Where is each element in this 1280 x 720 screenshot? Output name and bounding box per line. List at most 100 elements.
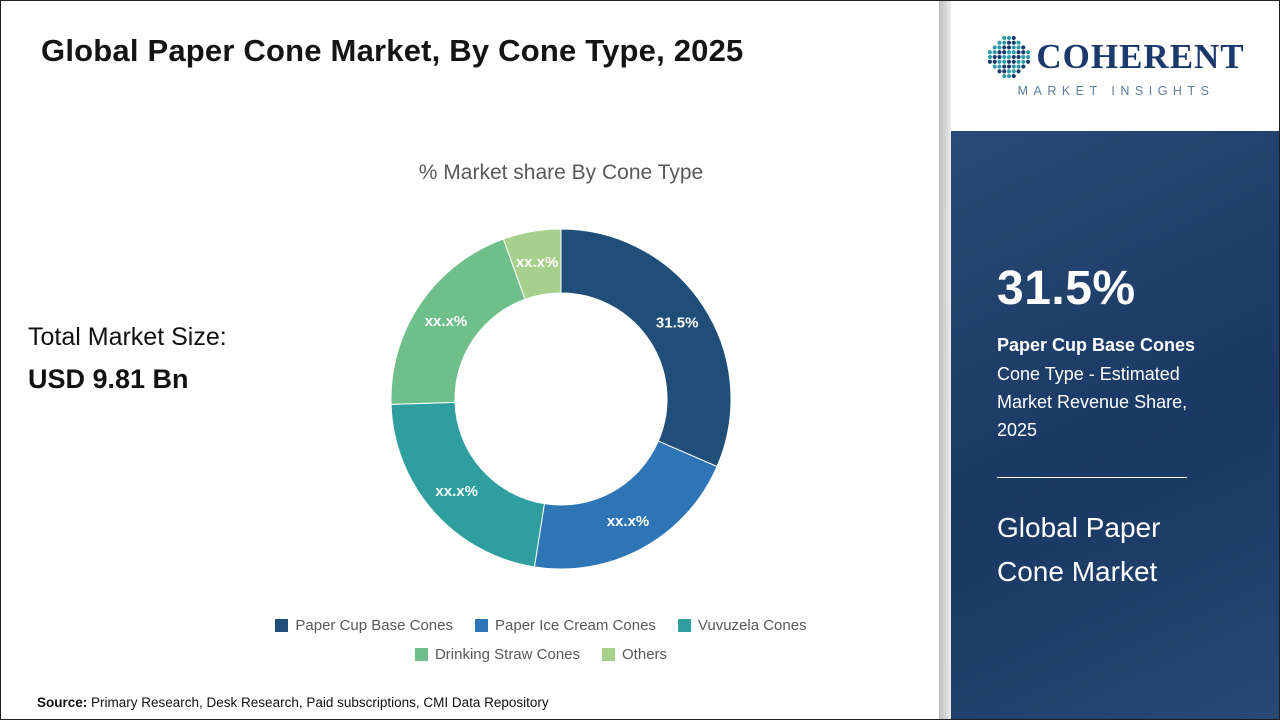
globe-dot	[1012, 54, 1017, 59]
globe-dot	[992, 49, 998, 54]
globe-dot	[1016, 59, 1021, 64]
globe-dot	[988, 49, 993, 54]
globe-dot	[1007, 59, 1012, 64]
legend-swatch	[602, 648, 616, 661]
globe-dot	[1007, 44, 1012, 50]
legend-item: Drinking Straw Cones	[414, 646, 580, 663]
globe-dot	[1021, 63, 1026, 69]
divider-strip	[939, 1, 951, 719]
slice-label: xx.x%	[425, 313, 468, 330]
legend-label: Others	[622, 646, 668, 663]
globe-dot	[1026, 59, 1031, 64]
slice-label: 31.5%	[656, 315, 699, 332]
globe-dot	[1007, 49, 1012, 54]
chart-legend: Paper Cup Base Cones Paper Ice Cream Cone…	[251, 617, 831, 663]
globe-dot	[1002, 63, 1007, 69]
globe-dot	[1002, 73, 1007, 78]
globe-dot	[1021, 49, 1026, 54]
globe-dot	[1026, 54, 1031, 59]
total-market-size-value: USD 9.81 Bn	[28, 364, 189, 394]
logo-tagline: MARKET INSIGHTS	[1017, 83, 1215, 98]
source-note: Source: Primary Research, Desk Research,…	[37, 695, 549, 710]
sidebar-divider	[997, 476, 1187, 478]
globe-dot	[997, 40, 1002, 45]
donut-slice	[533, 440, 718, 570]
globe-dot	[992, 59, 998, 64]
globe-dot	[1021, 44, 1026, 50]
legend-item: Vuvuzela Cones	[677, 617, 807, 634]
globe-dot	[1016, 54, 1021, 59]
total-market-size: Total Market Size: USD 9.81 Bn	[28, 323, 227, 395]
globe-dot	[1012, 40, 1017, 45]
globe-dot	[997, 44, 1002, 50]
globe-dot	[988, 54, 993, 59]
sidebar-content: 31.5% Paper Cup Base Cones Cone Type - E…	[951, 131, 1279, 595]
globe-dot	[1007, 73, 1012, 78]
legend-swatch	[677, 619, 691, 632]
globe-dot	[1007, 68, 1012, 73]
legend-item: Others	[602, 646, 667, 663]
globe-dot	[1012, 35, 1017, 40]
source-label: Source:	[37, 695, 88, 710]
legend-label: Paper Cup Base Cones	[295, 617, 453, 634]
market-name: Global Paper Cone Market	[997, 511, 1161, 588]
globe-dot	[1012, 68, 1017, 73]
legend-label: Vuvuzela Cones	[697, 617, 807, 634]
slice-label: xx.x%	[435, 483, 478, 500]
globe-dot	[988, 59, 993, 64]
globe-dot	[1012, 49, 1017, 54]
legend-item: Paper Ice Cream Cones	[475, 617, 656, 634]
slice-label: xx.x%	[516, 254, 559, 271]
globe-dot	[1021, 59, 1026, 64]
highlight-stat-title: Paper Cup Base Cones	[997, 335, 1196, 355]
globe-dot	[1002, 54, 1007, 59]
slice-label: xx.x%	[607, 513, 650, 530]
globe-dot	[1002, 59, 1007, 64]
logo: COHERENT	[987, 35, 1244, 79]
logo-area: COHERENT MARKET INSIGHTS	[951, 1, 1279, 131]
highlight-stat-description: Cone Type - Estimated Market Revenue Sha…	[997, 364, 1188, 440]
page-title: Global Paper Cone Market, By Cone Type, …	[41, 33, 744, 68]
highlight-stat-value: 31.5%	[997, 262, 1136, 315]
globe-mosaic-icon	[988, 35, 1031, 78]
source-text: Primary Research, Desk Research, Paid su…	[87, 695, 549, 710]
globe-dot	[1002, 40, 1007, 45]
globe-dot	[1007, 54, 1012, 59]
globe-dot	[992, 54, 998, 59]
globe-dot	[1007, 40, 1012, 45]
globe-dot	[992, 44, 998, 50]
sidebar-panel: 31.5% Paper Cup Base Cones Cone Type - E…	[951, 131, 1279, 719]
globe-dot	[1016, 49, 1021, 54]
donut-slice	[502, 228, 562, 300]
globe-dot	[1002, 44, 1007, 50]
globe-dot	[1007, 63, 1012, 69]
legend-label: Paper Ice Cream Cones	[495, 617, 656, 634]
globe-dot	[1007, 35, 1012, 40]
globe-dot	[997, 59, 1002, 64]
globe-dot	[1012, 59, 1017, 64]
total-market-size-label: Total Market Size:	[28, 323, 227, 351]
legend-swatch	[275, 619, 289, 632]
globe-dot	[1002, 68, 1007, 73]
globe-dot	[1012, 44, 1017, 50]
globe-dot	[1002, 35, 1007, 40]
globe-dot	[1012, 73, 1017, 78]
donut-chart: 31.5% xx.x% xx.x% xx.x% xx.x%	[390, 228, 732, 570]
globe-dot	[1026, 49, 1031, 54]
donut-slice	[560, 228, 732, 468]
logo-wordmark: COHERENT	[1036, 36, 1245, 76]
globe-dot	[1021, 54, 1026, 59]
globe-dot	[992, 63, 998, 69]
globe-dot	[997, 49, 1002, 54]
legend-item: Paper Cup Base Cones	[275, 617, 453, 634]
chart-title: % Market share By Cone Type	[418, 161, 704, 184]
legend-swatch	[414, 648, 428, 661]
globe-dot	[1016, 40, 1021, 45]
globe-dot	[997, 54, 1002, 59]
globe-dot	[1002, 49, 1007, 54]
globe-dot	[997, 68, 1002, 73]
legend-swatch	[475, 619, 488, 632]
globe-dot	[1016, 68, 1021, 73]
globe-dot	[997, 63, 1002, 69]
